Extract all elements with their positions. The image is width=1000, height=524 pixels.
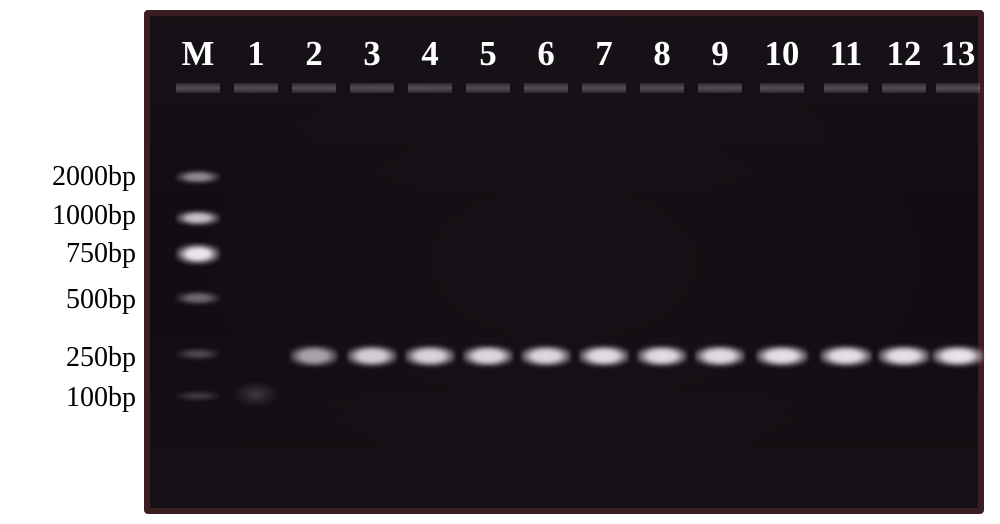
well-lane-4 [408, 83, 452, 93]
lane1-smear-band [236, 383, 276, 405]
sample-band-lane-11 [820, 345, 872, 367]
sample-band-lane-7 [579, 345, 629, 367]
sample-band-lane-4 [405, 345, 455, 367]
lane-label-M: M [182, 35, 215, 74]
lane-label-11: 11 [830, 35, 863, 74]
sample-band-lane-10 [756, 345, 808, 367]
sample-band-lane-9 [695, 345, 745, 367]
well-lane-12 [882, 83, 926, 93]
well-lane-3 [350, 83, 394, 93]
well-lane-8 [640, 83, 684, 93]
bp-label-1000: 1000bp [52, 200, 136, 232]
bp-label-500: 500bp [66, 284, 136, 316]
lane-label-2: 2 [305, 35, 322, 74]
well-lane-M [176, 83, 220, 93]
well-lane-7 [582, 83, 626, 93]
lane-label-7: 7 [595, 35, 612, 74]
well-lane-6 [524, 83, 568, 93]
ladder-band-1000bp [176, 210, 220, 226]
ladder-band-250bp [176, 348, 220, 360]
well-lane-2 [292, 83, 336, 93]
lane-label-4: 4 [421, 35, 438, 74]
well-lane-9 [698, 83, 742, 93]
well-lane-13 [936, 83, 980, 93]
lane-label-6: 6 [537, 35, 554, 74]
lane-label-13: 13 [941, 35, 976, 74]
bp-label-2000: 2000bp [52, 161, 136, 193]
lane-label-5: 5 [479, 35, 496, 74]
ladder-band-750bp [176, 243, 220, 265]
sample-band-lane-2 [290, 345, 338, 367]
well-lane-11 [824, 83, 868, 93]
sample-band-lane-5 [463, 345, 513, 367]
lane-label-1: 1 [247, 35, 264, 74]
bp-label-100: 100bp [66, 382, 136, 414]
sample-band-lane-3 [347, 345, 397, 367]
bp-label-750: 750bp [66, 238, 136, 270]
lane-label-9: 9 [711, 35, 728, 74]
sample-band-lane-8 [637, 345, 687, 367]
lane-label-3: 3 [363, 35, 380, 74]
well-lane-1 [234, 83, 278, 93]
sample-band-lane-12 [878, 345, 930, 367]
ladder-band-500bp [176, 291, 220, 305]
sample-band-lane-13 [932, 345, 984, 367]
ladder-band-100bp [176, 391, 220, 401]
well-lane-10 [760, 83, 804, 93]
lane-label-10: 10 [765, 35, 800, 74]
sample-band-lane-6 [521, 345, 571, 367]
lane-label-8: 8 [653, 35, 670, 74]
well-lane-5 [466, 83, 510, 93]
gel-figure: 2000bp1000bp750bp500bp250bp100bp M123456… [0, 0, 1000, 524]
gel-image: M12345678910111213 [150, 16, 978, 508]
bp-label-250: 250bp [66, 342, 136, 374]
ladder-band-2000bp [176, 170, 220, 184]
lane-label-12: 12 [887, 35, 922, 74]
